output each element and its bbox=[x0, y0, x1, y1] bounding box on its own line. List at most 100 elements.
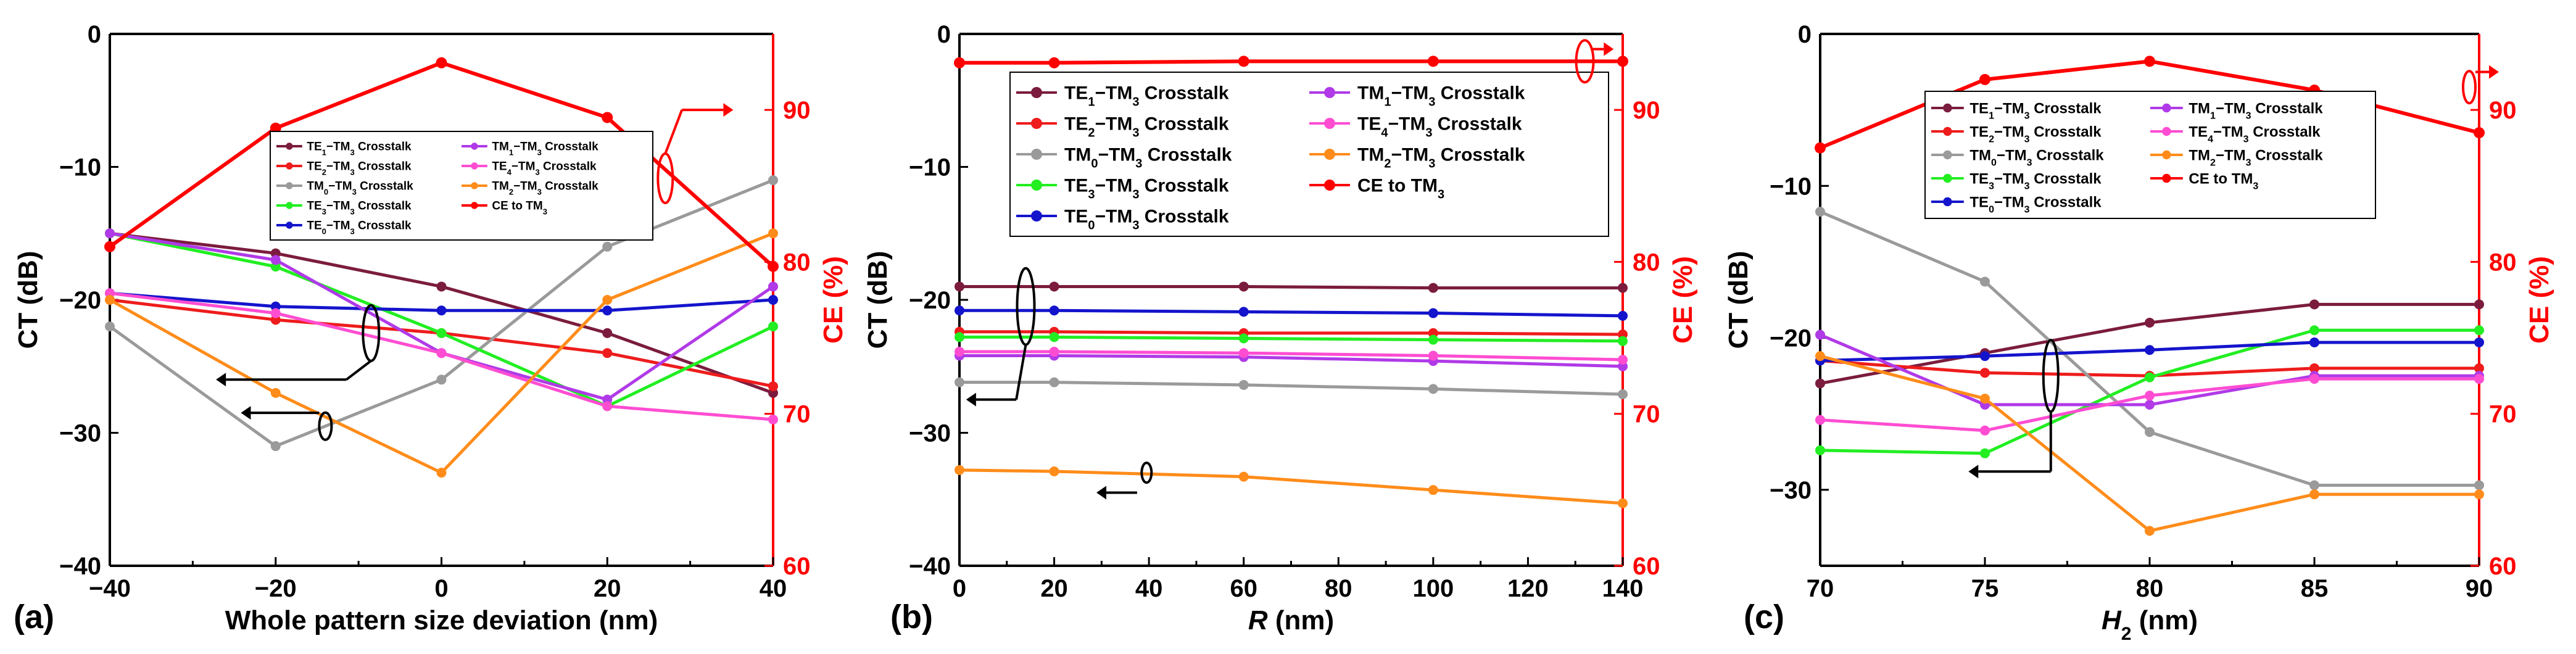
x-axis-title: H2 (nm) bbox=[2102, 605, 2198, 644]
ce-arrow-head bbox=[1604, 42, 1614, 56]
data-point-TE3 bbox=[1428, 334, 1438, 345]
legend-label-TM0: TM0−TM3 Crosstalk bbox=[1969, 147, 2104, 168]
text-span: TM bbox=[1357, 83, 1384, 104]
data-point-TE4 bbox=[1980, 425, 1990, 436]
data-point-TE4 bbox=[2145, 391, 2155, 401]
data-point-CE bbox=[1815, 142, 1826, 154]
data-point-TM0 bbox=[1049, 377, 1059, 387]
text-span: Crosstalk bbox=[355, 141, 412, 154]
ct-arrow-head bbox=[1968, 465, 1979, 479]
data-point-TE3 bbox=[955, 332, 964, 342]
text-span: Crosstalk bbox=[1139, 207, 1228, 227]
data-point-CE bbox=[954, 57, 965, 68]
data-point-TM2 bbox=[602, 295, 613, 305]
data-point-TE3 bbox=[2474, 325, 2484, 336]
subscript: 3 bbox=[350, 147, 354, 157]
legend-marker-TE4 bbox=[471, 162, 478, 170]
subscript: 3 bbox=[352, 187, 357, 196]
ct-connector bbox=[1015, 344, 1027, 400]
data-point-TE1 bbox=[2474, 299, 2484, 310]
data-point-TM0 bbox=[2145, 427, 2155, 437]
data-point-TE4 bbox=[1428, 350, 1438, 361]
legend-label-TE2: TE2−TM3 Crosstalk bbox=[1064, 114, 1229, 140]
text-span: Crosstalk bbox=[2032, 147, 2105, 164]
text-span: −TM bbox=[1095, 114, 1132, 135]
subscript: 3 bbox=[543, 207, 547, 216]
legend-marker-TE2 bbox=[286, 162, 293, 170]
data-point-TE1 bbox=[955, 281, 964, 292]
x-tick-label: 0 bbox=[953, 575, 966, 602]
legend: TE1−TM3 Crosstalk TM1−TM3 CrosstalkTE2−TM… bbox=[270, 131, 653, 241]
text-span: CE to TM bbox=[2189, 170, 2253, 187]
text-span: TE bbox=[307, 220, 321, 233]
subscript: 0 bbox=[1088, 219, 1095, 233]
text-span: Crosstalk bbox=[1139, 114, 1228, 135]
legend-label-CE: CE to TM3 bbox=[2189, 170, 2258, 191]
ct-ellipse-2 bbox=[318, 411, 333, 441]
data-point-TE0 bbox=[1618, 310, 1628, 321]
legend-marker-TE1 bbox=[1943, 103, 1952, 113]
legend-label-TM1: TM1−TM3 Crosstalk bbox=[492, 141, 598, 157]
ct-arrow-2-head bbox=[1096, 486, 1107, 500]
legend-marker-TE0 bbox=[1031, 210, 1042, 221]
text-span: TE bbox=[1969, 123, 1989, 140]
data-point-TM2 bbox=[768, 228, 778, 239]
x-tick-label: 140 bbox=[1602, 575, 1644, 602]
data-point-TM0 bbox=[1815, 207, 1825, 217]
data-point-TE3 bbox=[1049, 332, 1059, 342]
legend-label-TE2: TE2−TM3 Crosstalk bbox=[1969, 123, 2102, 144]
text-span: −TM bbox=[1095, 83, 1132, 104]
legend-marker-TM1 bbox=[2162, 103, 2171, 113]
data-point-TE0 bbox=[1428, 308, 1438, 318]
subscript: 3 bbox=[1132, 126, 1139, 140]
subscript: 3 bbox=[1132, 96, 1139, 109]
legend-label-TM0: TM0−TM3 Crosstalk bbox=[1064, 145, 1232, 171]
data-point-CE bbox=[602, 112, 613, 123]
text-span: Crosstalk bbox=[542, 141, 598, 154]
legend-marker-TM2 bbox=[2162, 150, 2171, 160]
data-point-CE bbox=[104, 241, 115, 252]
legend-marker-CE bbox=[471, 202, 478, 209]
data-point-TM1 bbox=[1815, 329, 1825, 340]
subscript: 2 bbox=[1088, 126, 1095, 140]
y-tick-label: −30 bbox=[1770, 477, 1812, 504]
text-span: −TM bbox=[1994, 170, 2024, 187]
text-span: Crosstalk bbox=[1142, 145, 1232, 165]
data-point-TM2 bbox=[2309, 489, 2319, 500]
legend-label-TE2: TE2−TM3 Crosstalk bbox=[307, 160, 412, 177]
subscript: 1 bbox=[322, 147, 326, 157]
text-span: Crosstalk bbox=[357, 180, 413, 193]
data-point-TM2 bbox=[1238, 471, 1249, 482]
text-span: Crosstalk bbox=[2030, 123, 2102, 140]
ct-connector bbox=[346, 360, 372, 381]
legend-label-TE3: TE3−TM3 Crosstalk bbox=[307, 200, 412, 217]
text-span: −TM bbox=[1994, 100, 2024, 117]
legend-marker-TE3 bbox=[1943, 173, 1952, 183]
data-point-TE1 bbox=[602, 328, 613, 338]
text-span: −TM bbox=[1388, 114, 1425, 135]
legend-marker-TM0 bbox=[1943, 150, 1952, 160]
subscript: 0 bbox=[322, 226, 326, 236]
panel-b: 0 20 40 60 80 100 120 140−40−30−20−10060708090C… bbox=[863, 21, 1698, 635]
panel-label: (a) bbox=[14, 598, 54, 635]
subscript: 3 bbox=[1425, 126, 1432, 140]
text-span: Crosstalk bbox=[1432, 114, 1522, 135]
data-point-TM0 bbox=[602, 241, 613, 252]
data-point-TE4 bbox=[602, 401, 613, 412]
subscript: 2 bbox=[322, 167, 326, 176]
data-point-TE2 bbox=[1980, 368, 1990, 378]
subscript: 1 bbox=[1989, 110, 1994, 121]
axis-indicators bbox=[216, 103, 734, 441]
x-axis-symbol: H bbox=[2102, 605, 2122, 635]
legend-label-TE1: TE1−TM3 Crosstalk bbox=[1064, 83, 1229, 109]
data-point-TE2 bbox=[602, 348, 613, 358]
data-point-TE0 bbox=[1049, 305, 1059, 316]
data-point-CE bbox=[1979, 73, 1990, 85]
text-span: −TM bbox=[2216, 100, 2246, 117]
text-span: Crosstalk bbox=[1435, 145, 1525, 165]
data-point-TM0 bbox=[1238, 379, 1249, 390]
legend-marker-TM0 bbox=[1031, 149, 1042, 160]
text-span: TM bbox=[1969, 147, 1991, 164]
data-point-TE4 bbox=[436, 348, 447, 358]
